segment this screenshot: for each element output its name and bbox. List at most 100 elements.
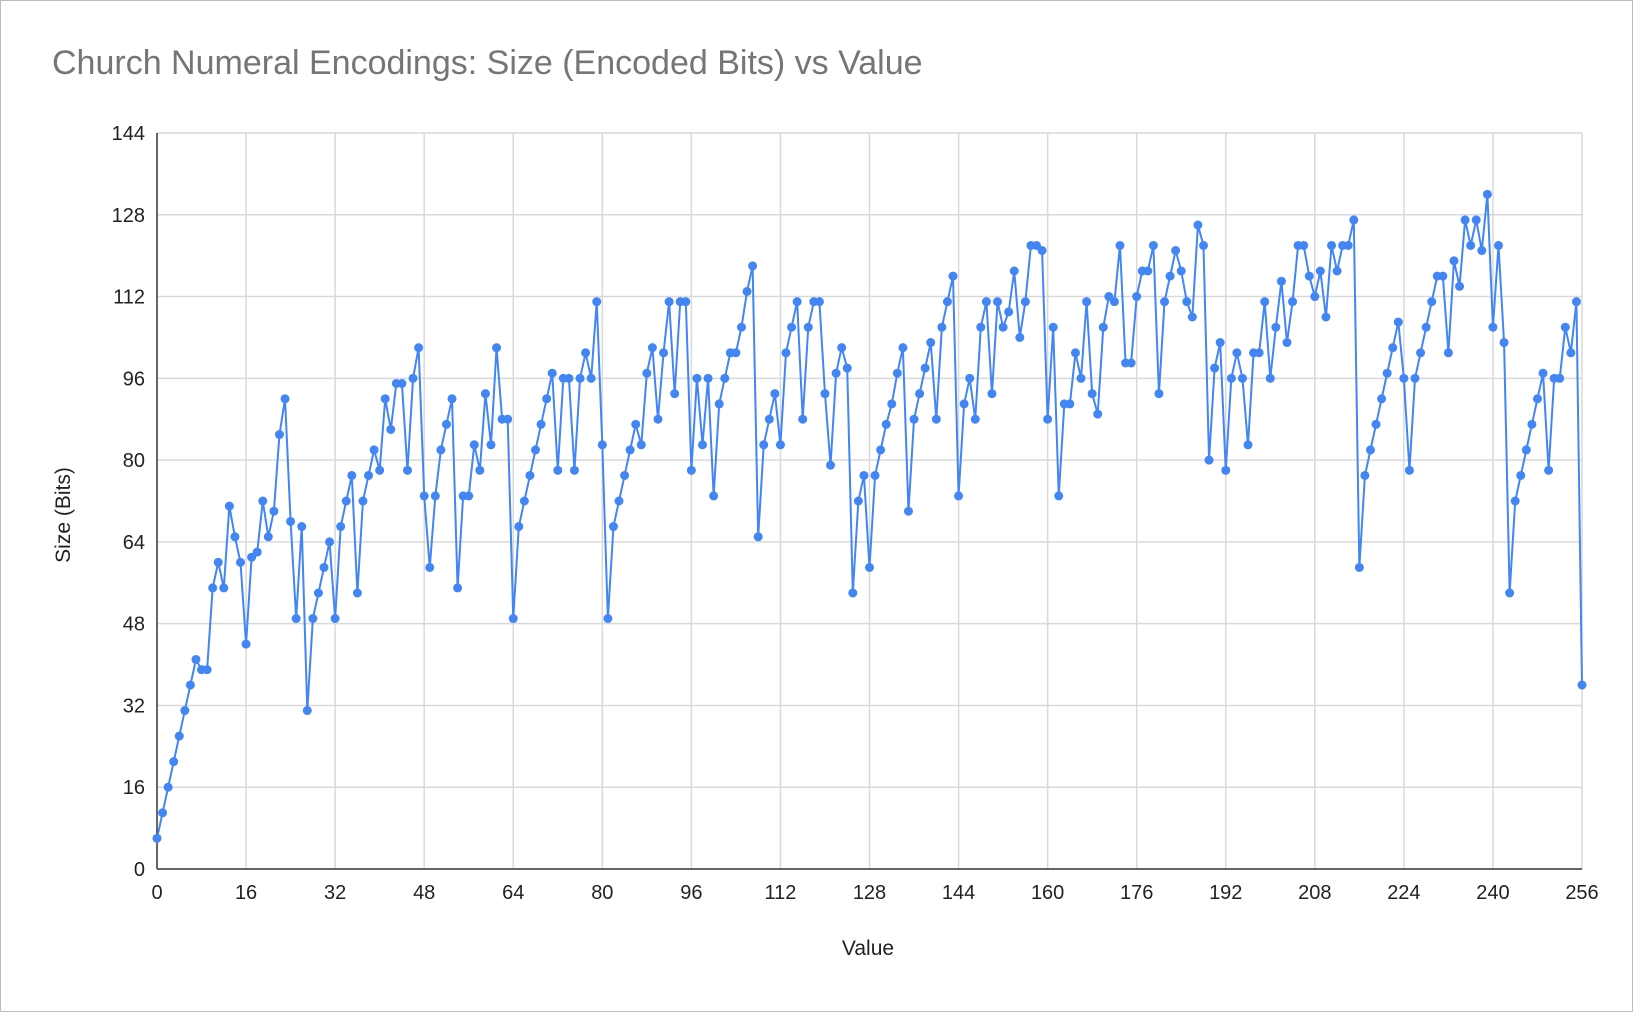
data-point <box>1204 455 1214 465</box>
y-tick-label: 144 <box>112 123 145 145</box>
data-point <box>447 394 457 404</box>
x-tick-label: 128 <box>853 882 886 904</box>
data-point <box>1471 215 1481 225</box>
y-tick-label: 16 <box>123 777 145 799</box>
data-point <box>1332 266 1342 276</box>
data-point <box>653 414 663 424</box>
data-point <box>1232 348 1242 358</box>
data-point <box>425 562 435 572</box>
data-point <box>1510 496 1520 506</box>
data-point <box>887 399 897 409</box>
data-point <box>235 557 245 567</box>
data-point <box>1054 491 1064 501</box>
data-point <box>480 389 490 399</box>
data-point <box>870 470 880 480</box>
data-point <box>319 562 329 572</box>
data-point <box>486 440 496 450</box>
data-point <box>681 297 691 307</box>
x-tick-label: 96 <box>680 882 702 904</box>
data-point <box>1404 465 1414 475</box>
x-axis-title: Value <box>842 937 894 960</box>
data-point <box>770 389 780 399</box>
data-point <box>358 496 368 506</box>
data-point <box>792 297 802 307</box>
data-point <box>748 261 758 271</box>
data-point <box>848 588 858 598</box>
data-point <box>1015 332 1025 342</box>
data-point <box>803 322 813 332</box>
data-point <box>1416 348 1426 358</box>
x-tick-label: 192 <box>1209 882 1242 904</box>
data-point <box>820 389 830 399</box>
data-point <box>1560 322 1570 332</box>
data-point <box>553 465 563 475</box>
data-point <box>798 414 808 424</box>
data-point <box>1098 322 1108 332</box>
data-point <box>1171 246 1181 256</box>
data-point <box>208 583 218 593</box>
data-point <box>336 522 346 532</box>
data-point <box>1237 373 1247 383</box>
data-point <box>1221 465 1231 475</box>
data-point <box>1477 246 1487 256</box>
data-point <box>1382 368 1392 378</box>
x-tick-label: 64 <box>502 882 524 904</box>
data-point <box>787 322 797 332</box>
data-point <box>664 297 674 307</box>
data-point <box>603 614 613 624</box>
data-point <box>581 348 591 358</box>
y-tick-label: 32 <box>123 695 145 717</box>
data-point <box>1466 240 1476 250</box>
data-point <box>592 297 602 307</box>
data-point <box>531 445 541 455</box>
data-point <box>1327 240 1337 250</box>
data-point <box>453 583 463 593</box>
data-point <box>464 491 474 501</box>
data-point <box>1271 322 1281 332</box>
data-point <box>380 394 390 404</box>
data-point <box>1037 246 1047 256</box>
x-tick-label: 112 <box>764 882 796 904</box>
data-point <box>325 537 335 547</box>
x-tick-label: 16 <box>235 882 257 904</box>
data-point <box>519 496 529 506</box>
data-point <box>1182 297 1192 307</box>
data-point <box>1410 373 1420 383</box>
data-point <box>330 614 340 624</box>
data-point <box>252 547 262 557</box>
data-point <box>981 297 991 307</box>
x-tick-label: 32 <box>324 882 346 904</box>
data-point <box>703 373 713 383</box>
data-point <box>942 297 952 307</box>
y-tick-label: 112 <box>113 287 145 309</box>
data-point <box>1254 348 1264 358</box>
data-point <box>720 373 730 383</box>
data-point <box>219 583 229 593</box>
data-point <box>1265 373 1275 383</box>
data-point <box>831 368 841 378</box>
data-point <box>547 368 557 378</box>
data-point <box>686 465 696 475</box>
data-point <box>1482 189 1492 199</box>
y-tick-label: 96 <box>123 368 145 390</box>
data-point <box>185 680 195 690</box>
x-tick-labels: 0 16 32 48 64 80 96 112 128 144 160 176 192 208 224 240… <box>151 882 1598 904</box>
x-tick-label: 176 <box>1120 882 1153 904</box>
data-point <box>258 496 268 506</box>
data-point <box>620 470 630 480</box>
data-point <box>965 373 975 383</box>
data-point <box>670 389 680 399</box>
data-point <box>291 614 301 624</box>
data-point <box>1555 373 1565 383</box>
data-point <box>1043 414 1053 424</box>
data-point <box>269 506 279 516</box>
data-point <box>224 501 234 511</box>
data-point <box>1260 297 1270 307</box>
data-point <box>1310 292 1320 302</box>
data-point <box>1165 271 1175 281</box>
data-point <box>937 322 947 332</box>
data-point <box>1566 348 1576 358</box>
data-point <box>1321 312 1331 322</box>
data-point <box>736 322 746 332</box>
